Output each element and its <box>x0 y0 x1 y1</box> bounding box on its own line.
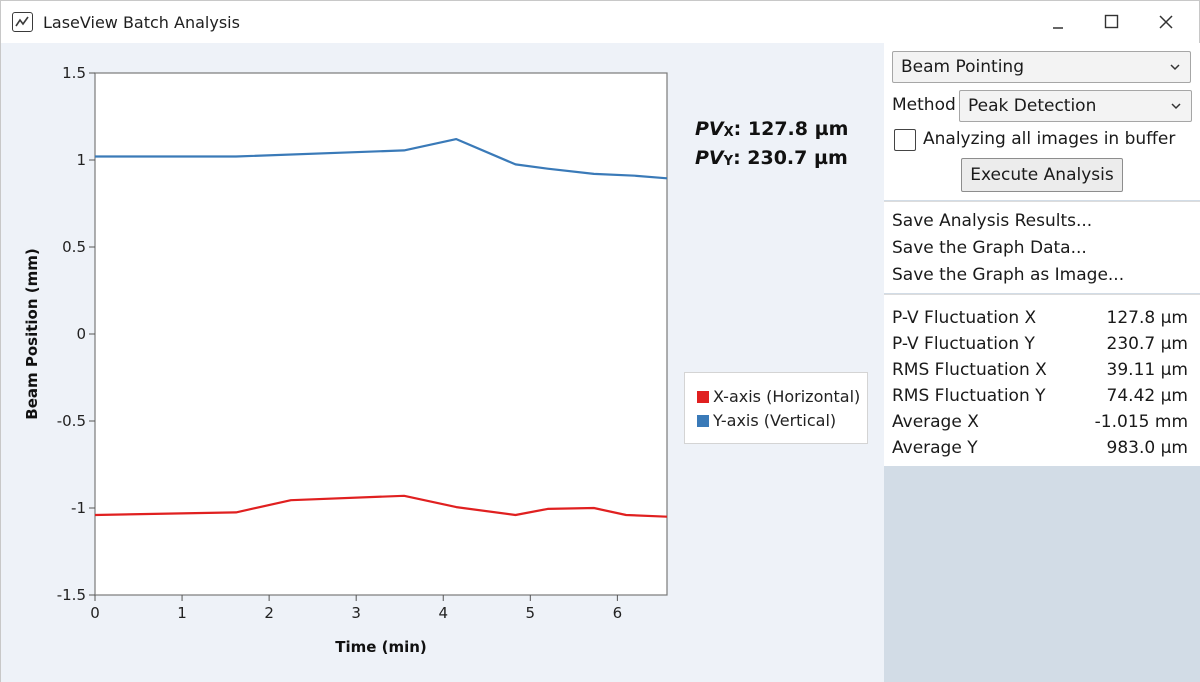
y-tick-label: 0 <box>76 325 86 343</box>
stat-value: 39.11 µm <box>1106 360 1188 380</box>
method-label: Method <box>892 95 956 115</box>
chart-legend: X-axis (Horizontal) Y-axis (Vertical) <box>684 372 868 444</box>
maximize-icon <box>1104 14 1119 29</box>
chevron-down-icon <box>1171 103 1181 110</box>
stat-value: 74.42 µm <box>1106 386 1188 406</box>
pv-x-readout: PVX: 127.8 µm <box>695 118 848 140</box>
stat-label: RMS Fluctuation X <box>892 360 1047 380</box>
x-tick-label: 2 <box>264 604 274 622</box>
execute-analysis-button[interactable]: Execute Analysis <box>961 158 1123 192</box>
legend-swatch-y <box>697 415 709 427</box>
minimize-button[interactable] <box>1032 1 1086 43</box>
y-tick-label: -1 <box>71 499 86 517</box>
analyze-all-label[interactable]: Analyzing all images in buffer <box>923 129 1176 149</box>
stat-label: P-V Fluctuation X <box>892 308 1037 328</box>
y-tick-label: -1.5 <box>57 586 86 604</box>
stat-row: RMS Fluctuation Y 74.42 µm <box>884 384 1200 410</box>
right-panel: Beam Pointing Method Peak Detection Anal… <box>884 43 1200 682</box>
x-tick-label: 4 <box>438 604 448 622</box>
pv-y-value: : 230.7 µm <box>733 147 848 169</box>
legend-label-y: Y-axis (Vertical) <box>713 411 837 430</box>
close-button[interactable] <box>1139 1 1193 43</box>
analysis-type-select[interactable]: Beam Pointing <box>892 51 1191 83</box>
pv-y-prefix: PV <box>695 147 724 169</box>
method-value: Peak Detection <box>968 96 1097 116</box>
x-tick-label: 5 <box>526 604 536 622</box>
stat-value: 983.0 µm <box>1106 438 1188 458</box>
y-tick-label: 1 <box>76 151 86 169</box>
y-tick-label: 1.5 <box>62 64 86 82</box>
pv-y-readout: PVY: 230.7 µm <box>695 147 848 169</box>
legend-item-y: Y-axis (Vertical) <box>697 411 836 430</box>
pv-y-subscript: Y <box>723 154 734 169</box>
analyze-all-checkbox[interactable] <box>894 129 916 151</box>
series-line-x <box>94 494 668 518</box>
stat-row: Average X -1.015 mm <box>884 410 1200 436</box>
chevron-down-icon <box>1170 64 1180 71</box>
save-graph-image-link[interactable]: Save the Graph as Image... <box>892 265 1125 285</box>
stat-row: Average Y 983.0 µm <box>884 436 1200 462</box>
minimize-icon <box>1053 27 1063 29</box>
statistics-panel: P-V Fluctuation X 127.8 µm P-V Fluctuati… <box>884 294 1200 466</box>
stat-label: Average Y <box>892 438 978 458</box>
pv-x-prefix: PV <box>695 118 724 140</box>
save-menu: Save Analysis Results... Save the Graph … <box>884 201 1200 293</box>
stat-label: P-V Fluctuation Y <box>892 334 1035 354</box>
x-tick-label: 0 <box>90 604 100 622</box>
method-select[interactable]: Peak Detection <box>959 90 1192 122</box>
stat-row: RMS Fluctuation X 39.11 µm <box>884 358 1200 384</box>
pv-x-subscript: X <box>723 125 734 140</box>
stat-label: Average X <box>892 412 979 432</box>
pv-x-value: : 127.8 µm <box>733 118 849 140</box>
close-icon <box>1159 15 1173 29</box>
window-title: LaseView Batch Analysis <box>43 13 240 32</box>
stat-label: RMS Fluctuation Y <box>892 386 1046 406</box>
app-chart-icon <box>12 12 33 32</box>
x-axis-title: Time (min) <box>335 638 427 656</box>
y-tick-label: -0.5 <box>57 412 86 430</box>
save-graph-data-link[interactable]: Save the Graph Data... <box>892 238 1087 258</box>
analysis-settings: Beam Pointing Method Peak Detection Anal… <box>884 43 1200 200</box>
y-axis-title: Beam Position (mm) <box>23 248 41 419</box>
maximize-button[interactable] <box>1085 1 1139 43</box>
analysis-type-value: Beam Pointing <box>901 57 1025 77</box>
legend-label-x: X-axis (Horizontal) <box>713 387 861 406</box>
chart-area: 1.5 1 0.5 0 -0.5 -1 -1.5 0 1 2 3 4 5 6 Time (min) Beam … <box>1 43 884 682</box>
stat-value: 127.8 µm <box>1106 308 1188 328</box>
y-tick-label: 0.5 <box>62 238 86 256</box>
save-analysis-results-link[interactable]: Save Analysis Results... <box>892 211 1093 231</box>
stat-value: 230.7 µm <box>1106 334 1188 354</box>
stat-row: P-V Fluctuation X 127.8 µm <box>884 306 1200 332</box>
legend-swatch-x <box>697 391 709 403</box>
stat-value: -1.015 mm <box>1094 412 1188 432</box>
legend-item-x: X-axis (Horizontal) <box>697 387 860 406</box>
x-tick-label: 6 <box>613 604 623 622</box>
x-tick-label: 1 <box>177 604 187 622</box>
series-line-y <box>95 137 668 180</box>
stat-row: P-V Fluctuation Y 230.7 µm <box>884 332 1200 358</box>
title-bar[interactable]: LaseView Batch Analysis <box>1 1 1199 43</box>
x-tick-label: 3 <box>351 604 361 622</box>
